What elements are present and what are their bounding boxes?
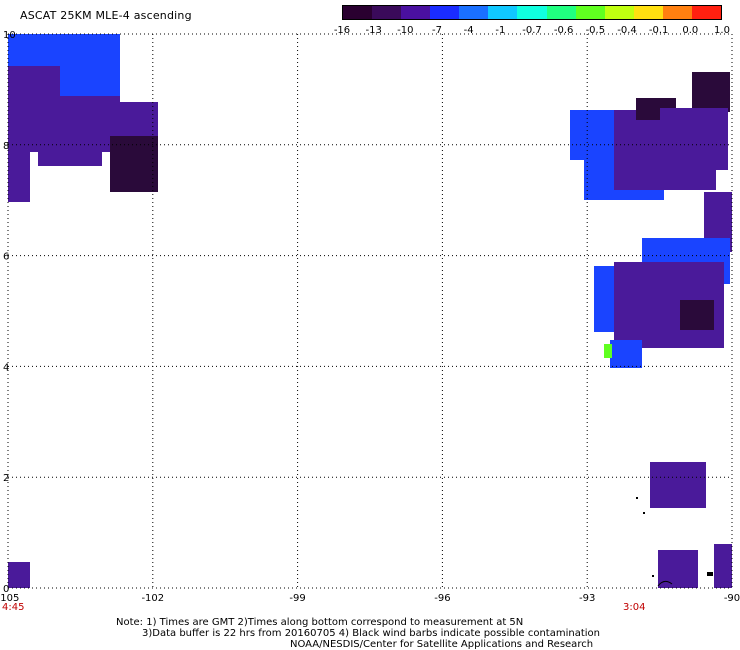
color-scale-label: -0.4 bbox=[617, 25, 637, 36]
swath-cell bbox=[38, 152, 102, 166]
note-line-3: NOAA/NESDIS/Center for Satellite Applica… bbox=[290, 639, 594, 650]
swath-cell bbox=[8, 102, 112, 152]
axis-tick-labels: -105 -102 -99 -96 -93 -90 10 8 6 4 2 0 4:45 3:04 bbox=[0, 30, 740, 613]
swath-cell bbox=[714, 544, 732, 588]
lat-tick-label: 0 bbox=[3, 584, 9, 595]
color-scale-label: 1.0 bbox=[714, 25, 730, 36]
color-scale-segment bbox=[459, 6, 489, 19]
color-scale-segment bbox=[604, 6, 634, 19]
wind-barb bbox=[643, 512, 645, 514]
color-scale-label: -0.7 bbox=[522, 25, 542, 36]
color-scale-segment bbox=[343, 6, 373, 19]
swath-cell bbox=[610, 340, 642, 368]
lat-tick-label: 10 bbox=[3, 30, 16, 41]
lat-tick-label: 8 bbox=[3, 141, 9, 152]
map-title: ASCAT 25KM MLE-4 ascending bbox=[20, 9, 192, 22]
lat-tick-label: 6 bbox=[3, 252, 9, 263]
color-scale-labels: -16 -13 -10 -7 -4 -1 -0.7 -0.6 -0.5 -0.4 -0.1 0.0 1.… bbox=[334, 25, 730, 39]
color-scale-segment bbox=[401, 6, 431, 19]
wind-barb bbox=[652, 575, 654, 577]
color-scale-segment bbox=[517, 6, 547, 19]
color-scale-segment bbox=[575, 6, 605, 19]
color-scale-segment bbox=[662, 6, 692, 19]
swath-cell bbox=[650, 462, 706, 508]
swath-cell bbox=[60, 66, 120, 96]
swath-cell bbox=[680, 300, 714, 330]
swath-cell bbox=[110, 102, 158, 136]
color-scale-label: -1 bbox=[495, 25, 506, 36]
wind-barb bbox=[657, 580, 673, 587]
wind-barb bbox=[636, 497, 638, 499]
swath-cell bbox=[658, 550, 698, 588]
color-scale-segment bbox=[546, 6, 576, 19]
lon-tick-label: -96 bbox=[434, 593, 450, 604]
swath-cell bbox=[692, 72, 730, 112]
time-label-start: 4:45 bbox=[2, 602, 24, 613]
lon-tick-label: -102 bbox=[141, 593, 164, 604]
color-scale-label: -0.1 bbox=[648, 25, 669, 36]
time-label-end: 3:04 bbox=[623, 602, 645, 613]
color-scale-label: -4 bbox=[463, 25, 474, 36]
color-scale-segment bbox=[372, 6, 402, 19]
color-scale-label: -0.5 bbox=[585, 25, 606, 36]
color-scale-segment bbox=[633, 6, 663, 19]
swath-cell bbox=[8, 34, 120, 66]
color-scale-segment bbox=[488, 6, 518, 19]
color-scale-label: -16 bbox=[333, 25, 351, 36]
swath-cell bbox=[8, 152, 30, 202]
wind-barbs bbox=[636, 497, 713, 587]
color-scale-segment bbox=[430, 6, 460, 19]
lon-tick-label: -99 bbox=[289, 593, 305, 604]
color-scale-bar bbox=[342, 5, 722, 20]
lat-tick-label: 4 bbox=[3, 362, 9, 373]
color-scale-label: 0.0 bbox=[682, 25, 699, 36]
swath-cell bbox=[660, 108, 728, 138]
lat-lon-grid bbox=[7, 33, 733, 589]
lon-tick-label: -93 bbox=[579, 593, 595, 604]
color-scale-segment bbox=[691, 6, 722, 19]
swath-cell bbox=[8, 562, 30, 588]
lon-tick-label: -105 bbox=[0, 593, 19, 604]
swath-cell bbox=[604, 344, 612, 358]
swath-cell bbox=[570, 110, 616, 160]
note-line-1: Note: 1) Times are GMT 2)Times along bot… bbox=[116, 617, 524, 628]
wind-barb bbox=[707, 572, 713, 576]
data-swaths bbox=[8, 34, 732, 588]
lat-tick-label: 2 bbox=[3, 473, 9, 484]
lon-tick-label: -90 bbox=[724, 593, 740, 604]
color-scale-label: -10 bbox=[397, 25, 414, 36]
swath-gap bbox=[716, 170, 728, 192]
color-scale-label: -7 bbox=[432, 25, 442, 36]
swath-cell bbox=[110, 136, 158, 192]
color-scale-label: -13 bbox=[365, 25, 382, 36]
color-scale-label: -0.6 bbox=[553, 25, 574, 36]
note-line-2: 3)Data buffer is 22 hrs from 20160705 4)… bbox=[142, 628, 600, 639]
